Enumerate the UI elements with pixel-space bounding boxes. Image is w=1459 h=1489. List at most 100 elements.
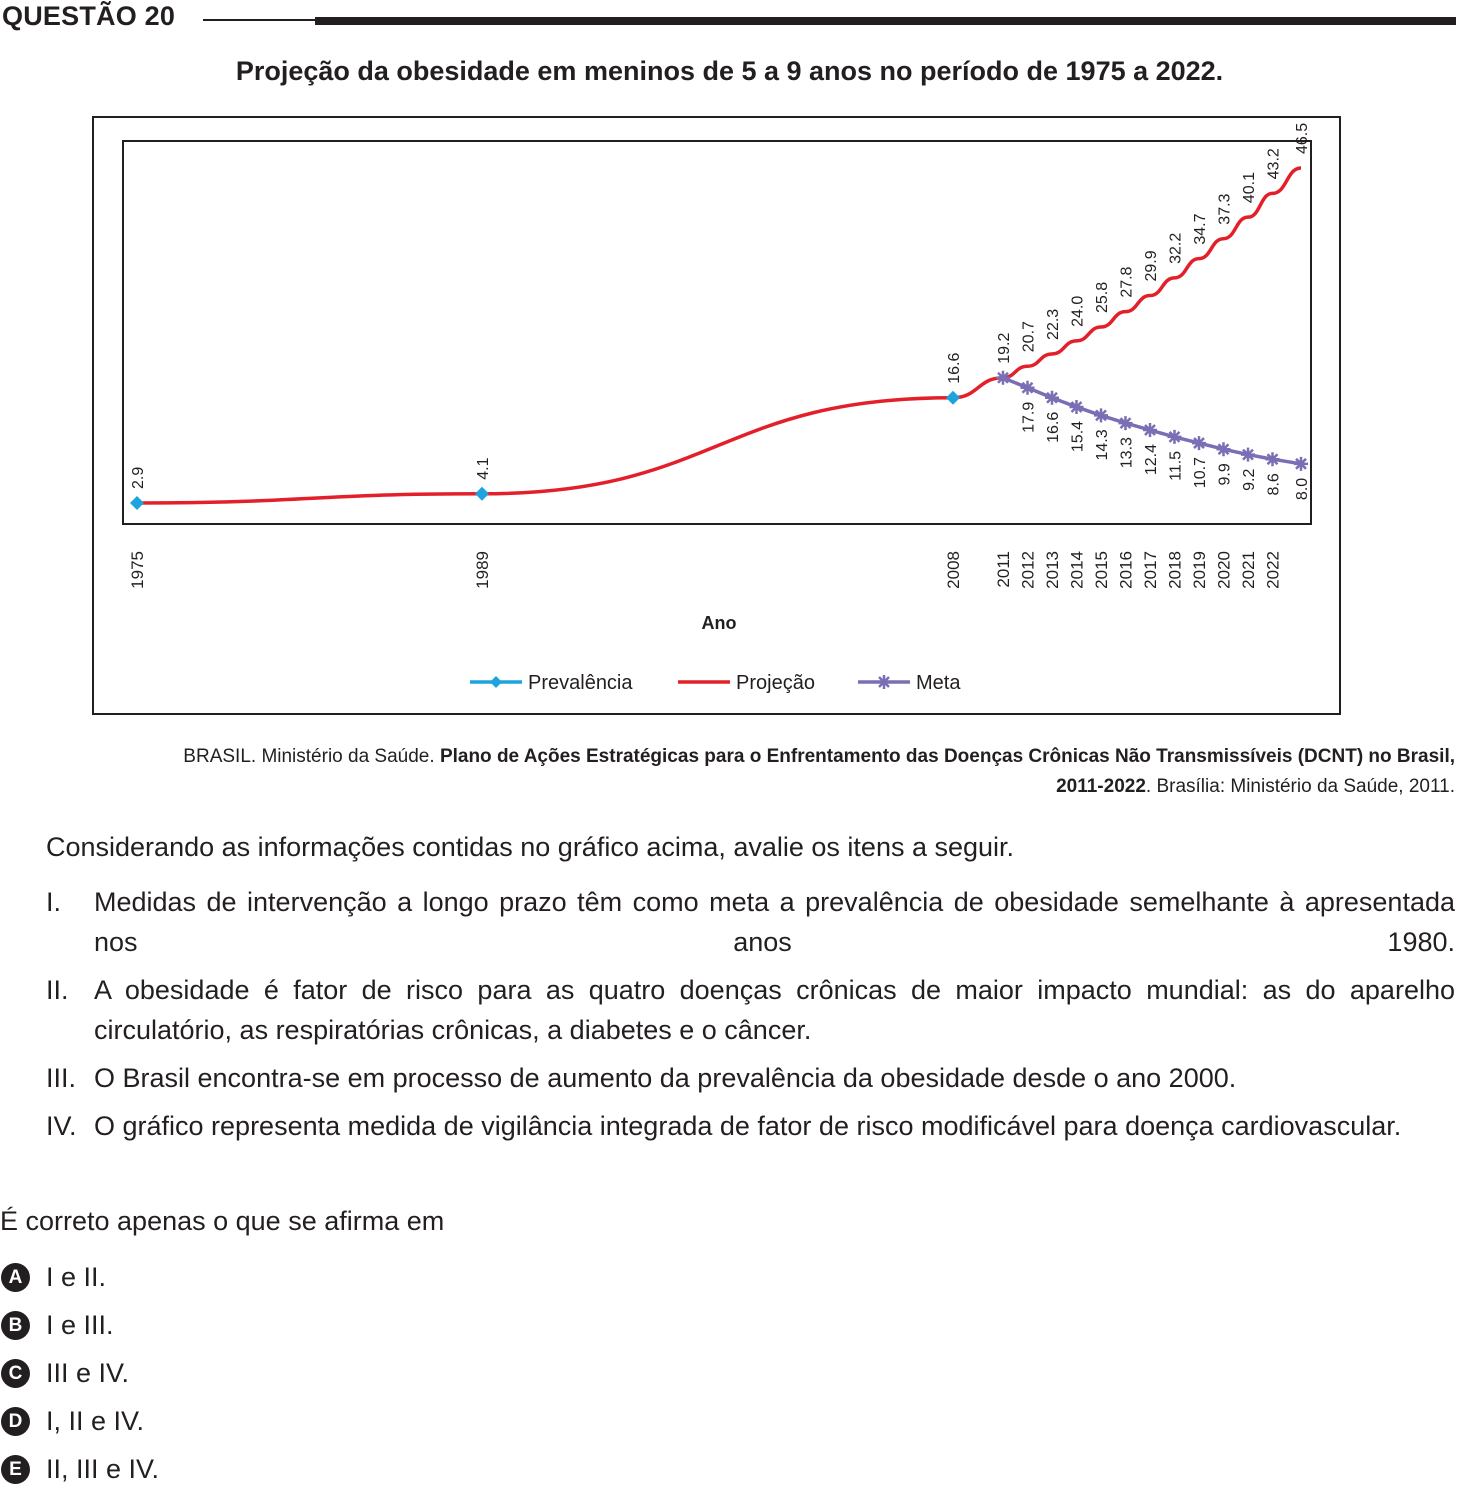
statement-text: Medidas de intervenção a longo prazo têm… [94,887,1455,957]
prevalencia-data-label: 4.1 [475,457,492,479]
projecao-data-label: 19.2 [996,333,1013,364]
option-text: I e II. [46,1262,107,1292]
meta-data-label: 10.7 [1192,457,1209,488]
projecao-data-label: 25.8 [1094,282,1111,313]
x-tick-label: 1989 [473,551,492,589]
legend-label: Prevalência [528,672,633,694]
x-tick-label: 2021 [1239,551,1258,589]
prevalencia-data-label: 2.9 [130,467,147,489]
legend-marker [877,675,891,689]
meta-data-label: 8.6 [1266,473,1283,495]
meta-point [1167,429,1182,444]
x-tick-label: 2019 [1190,551,1209,589]
projecao-data-label: 29.9 [1143,250,1160,281]
meta-point [1216,442,1231,457]
question-intro: Considerando as informações contidas no … [46,832,1015,862]
option-letter-badge: C [1,1359,30,1388]
option-text: I e III. [46,1310,114,1340]
legend-label: Meta [916,672,961,694]
prevalencia-data-label: 16.6 [946,352,963,383]
statement-number: II. [46,975,69,1005]
x-tick-label: 2008 [944,551,963,589]
meta-data-label: 9.2 [1241,469,1258,491]
x-tick-label: 1975 [128,551,147,589]
statement-iv: IV. O gráfico representa medida de vigil… [46,1106,1455,1146]
meta-data-label: 12.4 [1143,444,1160,475]
x-tick-label: 2022 [1264,551,1283,589]
option-text: I, II e IV. [46,1406,145,1436]
meta-point [1069,399,1084,414]
source-title: Plano de Ações Estratégicas para o Enfre… [439,746,1455,767]
x-tick-label: 2015 [1092,551,1111,589]
meta-data-label: 14.3 [1094,429,1111,460]
statement-text: O Brasil encontra-se em processo de aume… [94,1063,1237,1093]
meta-data-label: 15.4 [1070,421,1087,452]
meta-point [1241,447,1255,462]
chart-frame [92,116,1341,715]
statement-number: IV. [46,1111,77,1141]
header-rule-thick [315,17,1456,25]
statement-number: I. [46,887,62,917]
source-publisher: . Brasília: Ministério da Saúde, 2011. [1145,776,1455,797]
x-tick-label: 2011 [994,551,1013,588]
meta-point [1143,423,1157,438]
meta-point [1294,456,1308,471]
option-letter-badge: B [1,1311,30,1340]
x-tick-label: 2014 [1068,551,1087,589]
meta-point [1020,380,1035,395]
projecao-data-label: 46.5 [1294,123,1311,154]
x-tick-label: 2018 [1166,551,1185,589]
option-letter-badge: D [1,1407,30,1436]
question-prompt: É correto apenas o que se afirma em [0,1206,445,1236]
projecao-data-label: 40.1 [1241,172,1258,203]
meta-data-label: 16.6 [1045,412,1062,443]
statement-iii: III. O Brasil encontra-se em processo de… [46,1058,1455,1098]
projecao-data-label: 37.3 [1217,193,1234,224]
projecao-data-label: 20.7 [1021,321,1038,352]
meta-point [996,370,1010,385]
source-years: 2011-2022 [1056,776,1146,797]
legend-label: Projeção [736,672,815,694]
option-text: III e IV. [46,1358,130,1388]
legend-marker [490,676,502,688]
x-tick-label: 2020 [1215,551,1234,589]
projecao-data-label: 22.3 [1045,309,1062,340]
x-tick-label: 2017 [1141,551,1160,589]
meta-data-label: 13.3 [1119,437,1136,468]
question-header: QUESTÃO 20 [0,0,1459,36]
statement-number: III. [46,1063,77,1093]
x-tick-label: 2013 [1043,551,1062,589]
meta-data-label: 11.5 [1168,451,1185,481]
statement-text: O gráfico representa medida de vigilânci… [94,1111,1402,1141]
meta-data-label: 17.9 [1021,402,1038,433]
x-tick-label: 2012 [1019,551,1038,589]
projecao-data-label: 27.8 [1119,266,1136,297]
meta-point [1192,436,1206,451]
meta-data-label: 8.0 [1294,478,1311,500]
plot-area [122,140,1312,525]
option-text: II, III e IV. [46,1454,160,1484]
statement-text: A obesidade é fator de risco para as qua… [94,975,1455,1045]
projecao-data-label: 24.0 [1070,296,1087,327]
projecao-data-label: 34.7 [1192,213,1209,244]
figure-title: Projeção da obesidade em meninos de 5 a … [235,56,1224,86]
x-axis-label: Ano [702,613,737,633]
statement-ii: II. A obesidade é fator de risco para as… [46,970,1455,1050]
option-letter-badge: E [1,1455,30,1484]
source-author: BRASIL. Ministério da Saúde. [183,746,440,767]
header-rule-thin [203,19,315,21]
prevalencia-point [130,496,144,510]
prevalencia-point [946,390,960,405]
question-number: QUESTÃO 20 [2,1,176,31]
x-tick-label: 2016 [1117,551,1136,589]
option-letter-badge: A [1,1263,30,1292]
obesity-projection-chart: 1975 1989 2008 2011 2012 2013 2014 2015 2016 2017… [122,123,1312,694]
meta-point [1045,390,1059,405]
series-line-projecao [136,166,1302,505]
prevalencia-point [475,486,489,501]
projecao-data-label: 32.2 [1168,233,1185,264]
meta-point [1094,408,1108,423]
projecao-data-label: 43.2 [1266,148,1283,179]
statement-i: I. Medidas de intervenção a longo prazo … [46,882,1455,962]
figure-source: BRASIL. Ministério da Saúde. Plano de Aç… [20,742,1455,802]
